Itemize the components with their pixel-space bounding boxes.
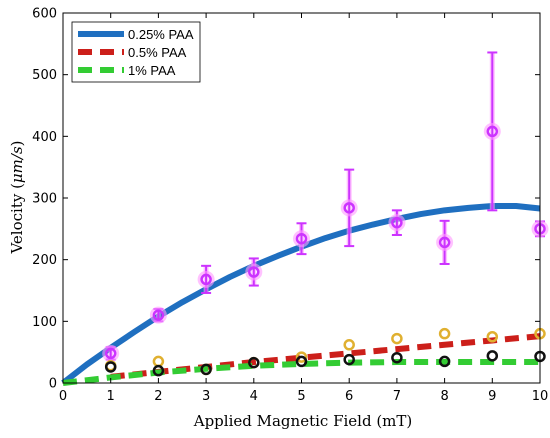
data-point-series-2 [391,351,403,364]
data-point-shadow [102,344,120,362]
y-tick-label: 300 [32,192,57,207]
data-point-series-0 [438,236,451,249]
x-tick-label: 5 [297,389,305,404]
data-point-shadow [483,122,501,140]
data-point-series-1 [295,351,308,363]
legend-label-2: 1% PAA [128,63,176,78]
data-point-series-1 [486,331,499,343]
y-axis-label-unit: μm/s [8,146,26,183]
y-axis-label-prefix: Velocity ( [8,183,26,254]
y-axis-label-suffix: ) [8,140,26,146]
y-tick-label: 500 [32,68,57,83]
data-point-series-2 [486,350,499,362]
x-tick-label: 0 [59,389,67,404]
x-tick-label: 6 [345,389,353,404]
data-point-series-2 [295,355,308,368]
data-point-shadow [388,214,406,232]
data-point-series-0 [200,273,212,286]
data-point-series-1 [438,327,451,340]
data-point-shadow [340,199,358,217]
data-point-series-2 [438,355,451,368]
x-tick-label: 3 [202,389,210,404]
y-axis-label: Velocity (μm/s) [8,140,26,254]
data-point-shadow [293,230,310,248]
data-point-series-2 [104,361,117,373]
data-point-series-0 [391,216,403,229]
data-point-series-0 [248,266,260,278]
data-point-series-0 [343,202,355,214]
x-tick-label: 10 [532,389,549,404]
data-point-series-2 [152,364,165,377]
y-tick-label: 0 [49,377,57,392]
data-point-series-0 [152,309,165,321]
x-tick-label: 8 [440,389,448,404]
x-tick-label: 2 [154,389,162,404]
data-point-series-2 [248,356,260,369]
plot-area [61,51,549,386]
data-point-shadow [197,270,215,288]
data-point-series-0 [104,347,117,360]
legend-label-0: 0.25% PAA [128,27,194,42]
y-tick-label: 200 [32,253,57,268]
y-tick-label: 100 [32,315,57,330]
data-point-series-1 [152,355,165,368]
x-tick-label: 4 [250,389,258,404]
data-point-series-0 [486,125,499,138]
x-tick-label: 9 [488,389,496,404]
data-point-series-2 [200,363,212,376]
y-tick-label: 600 [32,7,57,22]
legend-label-1: 0.5% PAA [128,45,187,60]
fit-line-2 [62,359,540,386]
data-point-series-1 [391,332,403,345]
x-tick-label: 7 [393,389,401,404]
legend: 0.25% PAA 0.5% PAA 1% PAA [71,21,201,83]
data-point-shadow [245,263,263,281]
data-point-series-2 [343,353,355,366]
y-tick-label: 400 [32,130,57,145]
data-point-series-0 [295,232,308,245]
data-point-shadow [436,233,454,251]
data-point-shadow [149,306,167,324]
data-point-series-1 [343,339,355,351]
x-tick-label: 1 [107,389,115,404]
x-axis-label: Applied Magnetic Field (mT) [193,412,413,430]
